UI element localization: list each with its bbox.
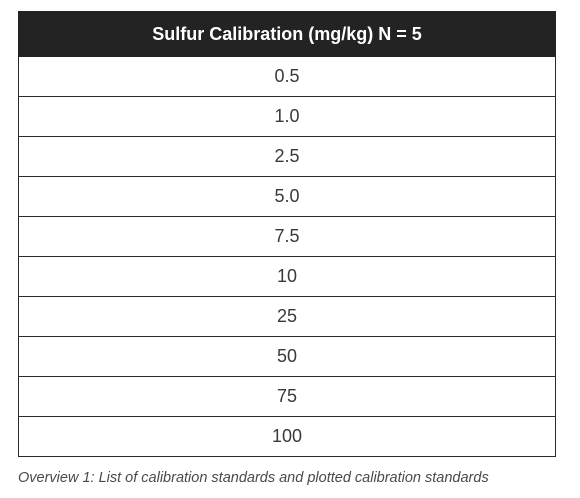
- table-header: Sulfur Calibration (mg/kg) N = 5: [18, 11, 556, 57]
- table-row: 1.0: [18, 96, 556, 137]
- table-cell-concentration: 5.0: [18, 176, 556, 217]
- table-row: 75: [18, 376, 556, 417]
- table-cell-concentration: 2.5: [18, 136, 556, 177]
- table-row: 10: [18, 256, 556, 297]
- calibration-table-container: Sulfur Calibration (mg/kg) N = 5 0.5 1.0 2…: [18, 11, 556, 457]
- table-cell-concentration: 10: [18, 256, 556, 297]
- table-header-row: Sulfur Calibration (mg/kg) N = 5: [18, 11, 556, 57]
- table-row: 50: [18, 336, 556, 377]
- table-cell-concentration: 100: [18, 416, 556, 457]
- table-cell-concentration: 50: [18, 336, 556, 377]
- table-row: 100: [18, 416, 556, 457]
- table-row: 5.0: [18, 176, 556, 217]
- table-cell-concentration: 75: [18, 376, 556, 417]
- table-cell-concentration: 0.5: [18, 56, 556, 97]
- calibration-table: Sulfur Calibration (mg/kg) N = 5 0.5 1.0 2…: [18, 11, 556, 457]
- table-caption: Overview 1: List of calibration standard…: [18, 470, 489, 486]
- table-row: 0.5: [18, 56, 556, 97]
- table-cell-concentration: 25: [18, 296, 556, 337]
- table-body: 0.5 1.0 2.5 5.0 7.5 10 25 50 75 100: [18, 56, 556, 457]
- table-row: 25: [18, 296, 556, 337]
- table-row: 2.5: [18, 136, 556, 177]
- table-cell-concentration: 1.0: [18, 96, 556, 137]
- table-cell-concentration: 7.5: [18, 216, 556, 257]
- table-row: 7.5: [18, 216, 556, 257]
